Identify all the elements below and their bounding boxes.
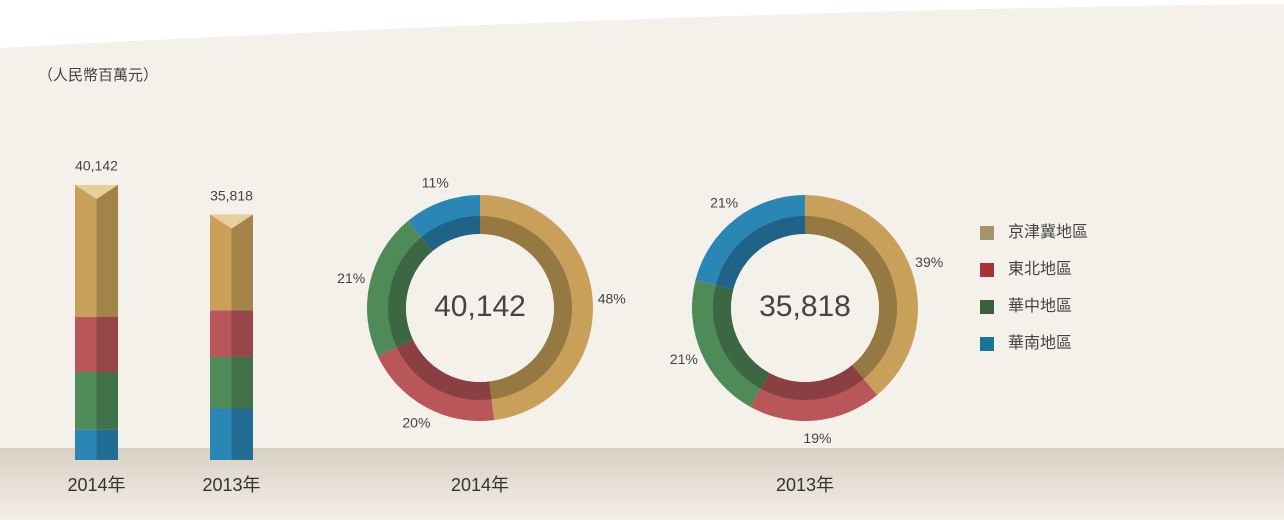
- bar-segment: [210, 310, 253, 357]
- bar-segment: [75, 185, 118, 318]
- value-label: 39%: [915, 254, 943, 270]
- legend-swatch: [980, 226, 994, 240]
- donut-segment: [480, 195, 593, 421]
- x-tick-label: 2013年: [202, 475, 260, 495]
- bar-segment: [210, 356, 253, 409]
- bar-segment: [75, 429, 118, 460]
- x-tick-label: 2014年: [67, 475, 125, 495]
- donut-segment: [407, 195, 480, 251]
- value-label: 20%: [402, 414, 430, 430]
- value-label: 48%: [598, 290, 626, 306]
- total-label: 35,818: [210, 187, 253, 203]
- donut-segment: [805, 195, 918, 396]
- bar-segment: [210, 214, 253, 311]
- total-label: 40,142: [75, 158, 118, 174]
- bar-shade: [96, 185, 118, 461]
- segment-shade: [712, 285, 770, 389]
- donut-segment: [377, 339, 495, 421]
- center-label: 35,818: [759, 290, 851, 323]
- donut-hole: [406, 234, 554, 382]
- value-label: 21%: [670, 351, 698, 367]
- legend-label: 東北地區: [1008, 260, 1072, 278]
- x-tick-label: 2014年: [451, 475, 509, 495]
- x-tick-label: 2013年: [776, 475, 834, 495]
- floor-band: [0, 448, 1284, 520]
- value-label: 21%: [337, 270, 365, 286]
- donut-segment: [692, 279, 770, 408]
- center-label: 40,142: [434, 290, 526, 323]
- legend-label: 京津冀地區: [1008, 223, 1088, 241]
- top-curve: [0, 0, 1284, 48]
- legend-swatch: [980, 263, 994, 277]
- segment-shade: [715, 216, 805, 290]
- segment-shade: [480, 216, 573, 400]
- legend-label: 華南地區: [1008, 334, 1072, 352]
- bar-segment: [210, 408, 253, 460]
- donut-segment: [367, 220, 433, 357]
- bar-segment: [75, 372, 118, 430]
- legend-label: 華中地區: [1008, 297, 1072, 315]
- donut-segment: [750, 365, 878, 421]
- bar-top: [210, 214, 253, 229]
- bar-segment: [75, 317, 118, 373]
- segment-shade: [396, 339, 492, 401]
- segment-shade: [421, 216, 480, 251]
- segment-shade: [388, 237, 433, 348]
- donut-segment: [695, 195, 805, 290]
- donut-hole: [731, 234, 879, 382]
- bar-top: [75, 185, 118, 200]
- value-label: 21%: [710, 194, 738, 210]
- unit-label: （人民幣百萬元）: [38, 67, 158, 84]
- value-label: 11%: [422, 175, 449, 191]
- value-label: 19%: [803, 430, 831, 446]
- segment-shade: [805, 216, 897, 379]
- segment-shade: [760, 365, 864, 400]
- bar-shade: [231, 214, 253, 460]
- legend-swatch: [980, 337, 994, 351]
- legend-swatch: [980, 300, 994, 314]
